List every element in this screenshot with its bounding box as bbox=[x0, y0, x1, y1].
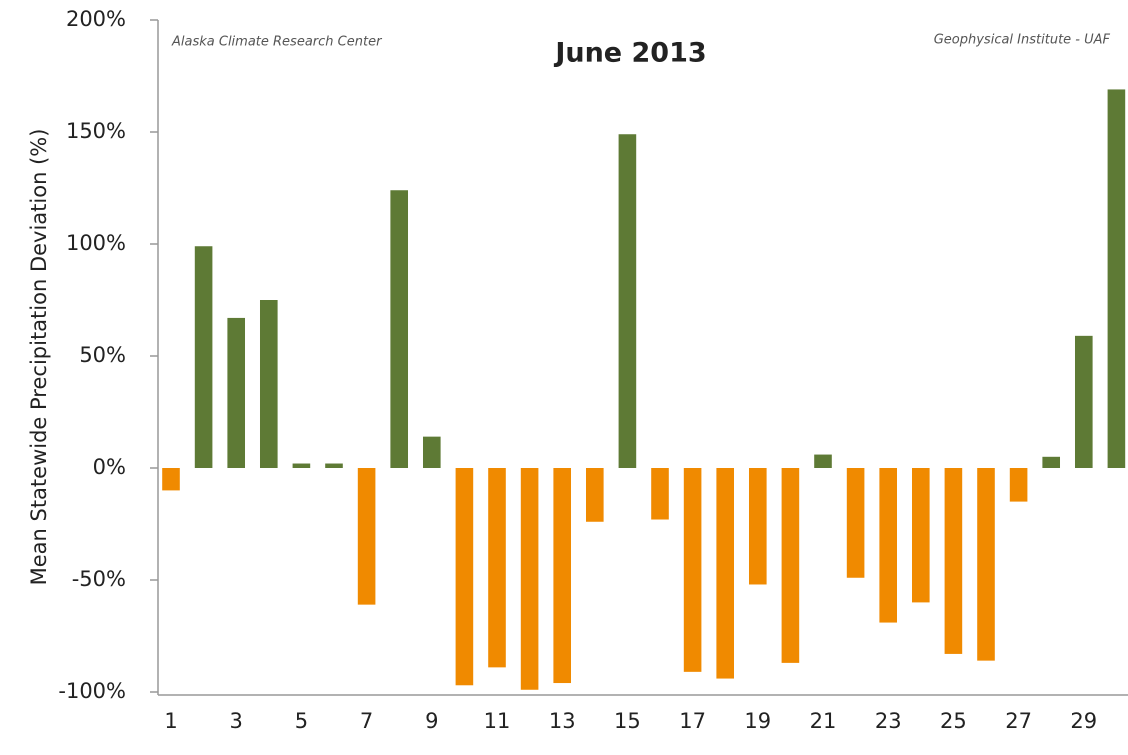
bar bbox=[488, 468, 506, 668]
x-tick-label: 5 bbox=[295, 709, 308, 733]
y-tick-label: -100% bbox=[58, 679, 126, 703]
bar bbox=[357, 468, 376, 605]
bar bbox=[846, 468, 865, 578]
bar bbox=[520, 468, 539, 690]
x-tick-label: 21 bbox=[810, 709, 837, 733]
x-tick-label: 13 bbox=[549, 709, 576, 733]
x-tick-label: 25 bbox=[940, 709, 967, 733]
x-tick-label: 19 bbox=[744, 709, 771, 733]
bar bbox=[227, 317, 246, 468]
x-tick-label: 15 bbox=[614, 709, 641, 733]
bar bbox=[944, 468, 963, 654]
x-tick-label: 23 bbox=[875, 709, 902, 733]
bar bbox=[325, 463, 343, 468]
bar bbox=[911, 468, 930, 603]
bar bbox=[618, 134, 637, 469]
bar bbox=[1107, 89, 1126, 468]
x-tick-label: 9 bbox=[425, 709, 438, 733]
y-tick-label: 100% bbox=[66, 231, 126, 255]
bar bbox=[716, 468, 735, 679]
chart-title: June 2013 bbox=[553, 38, 706, 69]
bar bbox=[553, 468, 572, 684]
x-tick-label: 3 bbox=[230, 709, 243, 733]
bar bbox=[585, 468, 604, 522]
bar bbox=[977, 468, 995, 661]
x-tick-label: 27 bbox=[1005, 709, 1032, 733]
bar bbox=[781, 468, 800, 663]
y-tick-label: -50% bbox=[72, 567, 126, 591]
bar bbox=[651, 468, 669, 520]
bar bbox=[814, 454, 832, 468]
bar bbox=[1074, 335, 1093, 468]
bar bbox=[292, 463, 311, 468]
bar bbox=[748, 468, 767, 585]
bar bbox=[455, 468, 474, 686]
y-tick-label: 150% bbox=[66, 119, 126, 143]
bar bbox=[422, 436, 441, 468]
annotation: Geophysical Institute - UAF bbox=[934, 33, 1111, 48]
x-tick-label: 1 bbox=[164, 709, 177, 733]
bar bbox=[390, 190, 409, 469]
bar bbox=[1009, 468, 1028, 502]
bar bbox=[683, 468, 702, 672]
x-tick-label: 29 bbox=[1070, 709, 1097, 733]
bar bbox=[194, 246, 213, 468]
bar bbox=[1042, 456, 1061, 468]
annotation: Alaska Climate Research Center bbox=[171, 35, 383, 50]
bar bbox=[162, 468, 180, 491]
bar bbox=[879, 468, 898, 623]
y-tick-label: 50% bbox=[79, 343, 126, 367]
bar bbox=[259, 300, 278, 468]
y-tick-label: 200% bbox=[66, 7, 126, 31]
y-tick-label: 0% bbox=[93, 455, 126, 479]
x-tick-label: 11 bbox=[484, 709, 511, 733]
y-axis-label: Mean Statewide Precipitation Deviation (… bbox=[27, 129, 51, 586]
x-tick-label: 7 bbox=[360, 709, 373, 733]
x-tick-label: 17 bbox=[679, 709, 706, 733]
